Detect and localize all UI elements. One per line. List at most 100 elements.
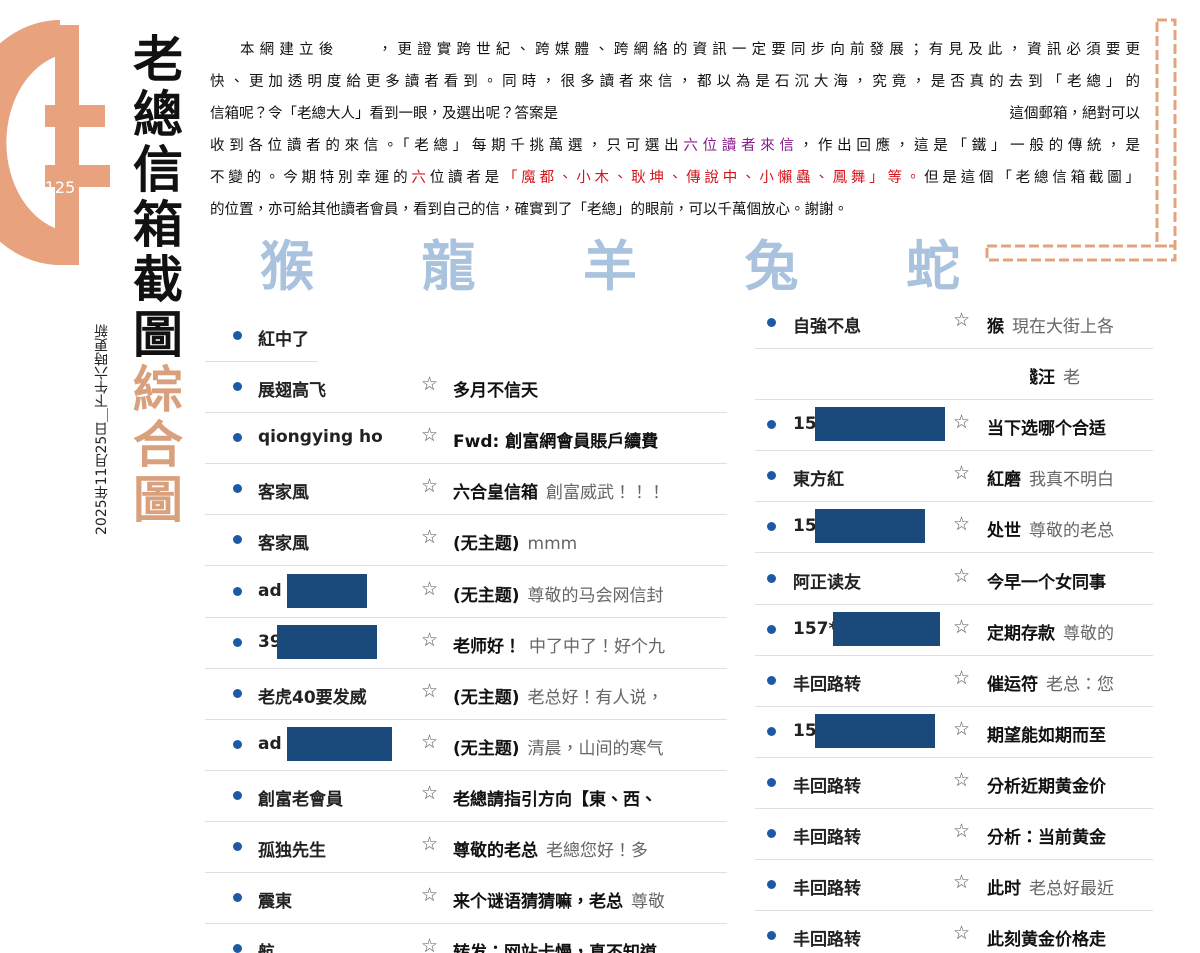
sender: 丰回路转 [793,674,861,695]
sender: 丰回路转 [793,776,861,797]
bullet [767,726,776,736]
intro-text: 的位置，亦可給其他讀者會員，看到自己的信，確實到了「老總」的眼前，可以千萬個放心… [210,202,848,218]
decorative-border [985,18,1177,262]
subject: 尊敬的老总 老總您好！多 [453,836,648,861]
sender: 孤独先生 [258,841,326,861]
subject-text: 期望能如期而至 [987,725,1106,746]
bullet [233,944,242,953]
subject-text: (无主题) [453,687,520,708]
mail-row: 阿正读友 ☆ 今早一个女同事 [755,553,1153,605]
preview: 中了中了！好个九 [529,636,665,657]
subject-text: Fwd: 創富網會員賬戶續費 [453,432,659,453]
bullet [767,471,776,481]
intro-line: 收到各位讀者的來信。「老總」每期千挑萬選，只可選出六位讀者來信，作出回應，這是「… [210,130,1140,162]
bullet [233,637,242,647]
sender: 15 [793,414,817,435]
zodiac-char: 羊 [583,234,637,298]
star-icon: ☆ [421,577,439,600]
star-icon: ☆ [953,309,971,331]
mail-row: 丰回路转 ☆ 分析：当前黄金 [755,808,1153,860]
subject-text: 分析近期黄金价 [987,776,1106,797]
intro-line: 快、更加透明度給更多讀者看到。同時，很多讀者來信，都以為是石沉大海，究竟，是否真… [210,66,1140,98]
intro-text: 快、更加透明度給更多讀者看到。同時，很多讀者來信，都以為是石沉大海，究竟，是否真… [210,74,1140,90]
bullet [233,790,242,800]
mail-row: 丰回路转 ☆ 此刻黄金价格走 [755,910,1153,953]
star-icon: ☆ [953,666,971,689]
bullet [767,675,776,685]
sender: 客家風 [258,534,309,555]
bullet [767,829,776,838]
redaction [287,573,367,608]
subject-text: (无主题) [453,738,520,759]
mail-row: 15 ☆ 当下选哪个合适 [755,399,1153,452]
subject-text: 猴 [987,317,1004,337]
intro-text: 不變的。今期特別幸運的 [210,170,412,186]
title-char: 圖 [133,470,183,529]
star-icon: ☆ [421,628,439,651]
preview: 尊敬 [631,892,665,913]
subject: (无主题) mmm [453,529,577,554]
subject: 六合皇信箱 創富威武！！！ [453,478,665,503]
mail-row: 自強不息 ☆ 猴現在大街上各 [755,297,1153,349]
subject-text: 老總請指引方向【東、西、 [453,789,657,810]
intro-text: 信箱呢？令「老總大人」看到一眼，及選出呢？答案是 [210,106,558,122]
mail-row: 157 ☆ 处世 尊敬的老总 [755,501,1153,554]
mail-row: 創富老會員 ☆ 老總請指引方向【東、西、 [205,770,727,822]
bullet [767,777,776,787]
logo: 125 [0,20,110,265]
bullet [233,893,242,903]
redaction [833,611,940,646]
subject: 转发：网站卡慢，真不知道 [453,938,657,953]
sender: 創富老會員 [258,789,343,810]
star-icon: ☆ [953,513,971,536]
redaction [815,407,945,442]
subject: 老總請指引方向【東、西、 [453,785,657,810]
mail-row: 東方紅 ☆ 紅磨 我真不明白 [755,450,1153,503]
redaction [277,624,377,659]
preview: 我真不明白 [1029,470,1114,491]
intro-line: 不變的。今期特別幸運的六位讀者是「魔都、小木、耿坤、傳說中、小懶蟲、鳳舞」等。但… [210,162,1140,194]
bullet [767,573,776,583]
sender: 航 [258,938,275,953]
zodiac-char: 兔 [744,234,799,298]
mail-row: 客家風 ☆ (无主题) mmm [205,514,727,567]
mail-row: 157 ☆ 期望能如期而至 [755,706,1153,758]
star-icon: ☆ [953,768,971,791]
preview: 創富威武！！！ [546,483,665,504]
bullet [233,586,242,596]
bullet [233,382,242,392]
preview: 清晨，山间的寒气 [527,738,664,759]
star-icon: ☆ [421,730,439,753]
sender: 客家風 [258,483,309,504]
star-icon: ☆ [421,526,439,549]
subject: 催运符 老总：您 [987,670,1114,695]
subject-text: 定期存款 [987,623,1055,644]
subject: 今早一个女同事 [987,568,1106,593]
border [985,244,1177,262]
star-icon: ☆ [953,462,971,485]
subject: 处世 尊敬的老总 [987,516,1114,541]
preview: 尊敬的马会网信封 [527,585,664,606]
bullet [767,318,776,327]
preview: mmm [527,534,578,555]
redaction [815,509,925,544]
star-icon: ☆ [953,820,971,842]
title-char: 圖 [133,305,183,364]
bullet [233,433,242,443]
intro-line: 信箱呢？令「老總大人」看到一眼，及選出呢？答案是 這個郵箱，絕對可以 [210,98,1140,130]
sender: 震東 [258,892,292,913]
mail-row: 老虎40要发威 ☆ (无主题) 老总好！有人说， [205,668,727,720]
mail-row: 航 ☆ 转发：网站卡慢，真不知道 [205,923,727,953]
mask [755,350,1030,392]
subject-text: 转发：网站卡慢，真不知道 [453,943,657,953]
subject: 分析近期黄金价 [987,772,1106,797]
mail-row: 客家風 ☆ 六合皇信箱 創富威武！！！ [205,463,727,516]
subject-text: 六合皇信箱 [453,483,538,504]
subject: 当下选哪个合适 [987,414,1106,439]
mail-row: 展翅高飞 ☆ 多月不信天 [205,361,727,414]
mail-list-left: 紅中了 ☆ (无主题) 展翅高飞 ☆ 多月不信天 qiongying ho ☆ Fwd: 創富網… [205,310,727,953]
intro-text: 這個郵箱，絕對可以 [1009,106,1141,122]
star-icon: ☆ [421,884,439,907]
